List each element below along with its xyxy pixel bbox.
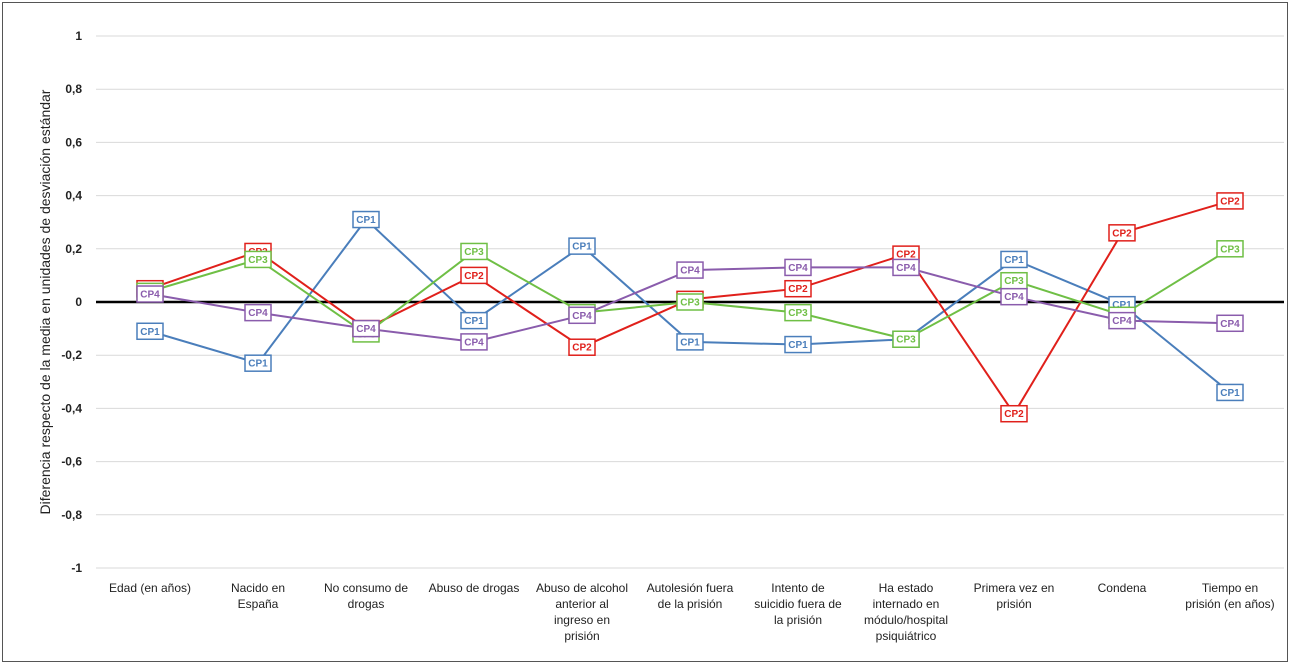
point-label-cp3: CP3 [1004, 276, 1024, 287]
x-category-label: Abuso de drogas [429, 581, 520, 595]
point-label-cp1: CP1 [1220, 388, 1240, 399]
point-label-cp1: CP1 [1112, 300, 1132, 311]
y-axis-title: Diferencia respecto de la media en unida… [37, 89, 53, 514]
y-tick-label: -0,2 [61, 348, 82, 362]
point-label-cp4: CP4 [140, 290, 160, 301]
x-category-label: Condena [1098, 581, 1147, 595]
point-marker-cp4 [892, 258, 920, 277]
point-label-cp2: CP2 [572, 343, 592, 354]
x-category-label: Tiempo en prisión (en años) [1185, 581, 1274, 611]
x-category-label: No consumo de drogas [324, 581, 408, 611]
point-marker-cp3 [460, 242, 488, 261]
point-marker-cp4 [784, 258, 812, 277]
y-tick-label: -0,4 [61, 401, 82, 415]
point-label-cp3: CP3 [680, 298, 700, 309]
point-label-cp1: CP1 [788, 340, 808, 351]
point-label-cp4: CP4 [356, 324, 376, 335]
point-marker-cp2 [1216, 192, 1244, 210]
point-marker-cp4 [460, 333, 488, 351]
point-label-cp1: CP1 [464, 316, 484, 327]
point-marker-cp4 [136, 285, 164, 303]
point-label-cp4: CP4 [680, 266, 700, 277]
x-category-label: Abuso de alcohol anterior al ingreso en pri… [536, 581, 628, 643]
point-label-cp2: CP2 [788, 284, 808, 295]
y-tick-label: 1 [75, 29, 82, 43]
point-marker-cp3 [892, 330, 920, 348]
x-category-label: Ha estado internado en módulo/hospital psiq… [864, 581, 948, 643]
point-marker-cp2 [460, 266, 488, 285]
point-label-cp1: CP1 [1004, 255, 1024, 266]
point-label-cp4: CP4 [248, 308, 268, 319]
point-marker-cp4 [568, 306, 596, 325]
point-marker-cp3 [676, 293, 704, 311]
point-label-cp1: CP1 [140, 327, 160, 338]
point-marker-cp1 [1000, 250, 1028, 269]
point-label-cp1: CP1 [572, 242, 592, 253]
point-marker-cp4 [352, 319, 380, 338]
point-label-cp2: CP2 [1004, 409, 1024, 420]
x-category-label: Edad (en años) [109, 581, 191, 595]
point-marker-cp2 [1108, 224, 1136, 242]
point-marker-cp4 [1216, 314, 1244, 333]
point-label-cp2: CP2 [1112, 228, 1132, 239]
point-marker-cp1 [352, 210, 380, 229]
point-marker-cp1 [1216, 383, 1244, 402]
point-marker-cp1 [460, 311, 488, 330]
x-category-label: Primera vez en prisión [974, 581, 1055, 611]
point-label-cp4: CP4 [572, 311, 592, 322]
x-category-label: Intento de suicidio fuera de la prisión [754, 581, 842, 627]
y-tick-label: -1 [71, 561, 82, 575]
point-label-cp3: CP3 [248, 255, 268, 266]
point-label-cp4: CP4 [1112, 316, 1132, 327]
point-label-cp3: CP3 [1220, 244, 1240, 255]
point-marker-cp1 [244, 354, 272, 372]
point-label-cp4: CP4 [788, 263, 808, 274]
point-label-cp1: CP1 [356, 215, 376, 226]
point-label-cp2: CP2 [464, 271, 484, 282]
y-tick-label: 0,6 [65, 135, 82, 149]
point-label-cp3: CP3 [896, 335, 916, 346]
point-label-cp3: CP3 [788, 308, 808, 319]
point-marker-cp1 [676, 333, 704, 351]
x-category-label: Autolesión fuera de la prisión [647, 581, 734, 611]
point-marker-cp1 [136, 322, 164, 341]
point-label-cp2: CP2 [1220, 196, 1240, 207]
point-label-cp2: CP2 [896, 250, 916, 261]
point-label-cp4: CP4 [1004, 292, 1024, 303]
point-label-cp1: CP1 [248, 359, 268, 370]
point-marker-cp4 [1000, 287, 1028, 306]
point-marker-cp4 [676, 261, 704, 279]
point-marker-cp3 [1216, 240, 1244, 258]
point-label-cp4: CP4 [896, 263, 916, 274]
point-marker-cp1 [568, 237, 596, 255]
point-marker-cp2 [568, 338, 596, 356]
y-tick-label: 0 [75, 295, 82, 309]
point-marker-cp4 [244, 303, 272, 322]
x-category-label: Nacido en España [231, 581, 285, 611]
y-tick-label: 0,2 [65, 242, 82, 256]
point-marker-cp3 [244, 250, 272, 269]
point-marker-cp4 [1108, 311, 1136, 330]
point-label-cp4: CP4 [464, 337, 484, 348]
y-tick-label: 0,8 [65, 82, 82, 96]
point-label-cp4: CP4 [1220, 319, 1240, 330]
point-label-cp3: CP3 [464, 247, 484, 258]
point-marker-cp3 [784, 303, 812, 322]
y-tick-label: -0,6 [61, 455, 82, 469]
y-tick-label: 0,4 [65, 189, 82, 203]
y-tick-label: -0,8 [61, 508, 82, 522]
point-marker-cp2 [784, 279, 812, 298]
point-marker-cp2 [1000, 404, 1028, 423]
point-marker-cp1 [784, 335, 812, 354]
point-label-cp1: CP1 [680, 337, 700, 348]
